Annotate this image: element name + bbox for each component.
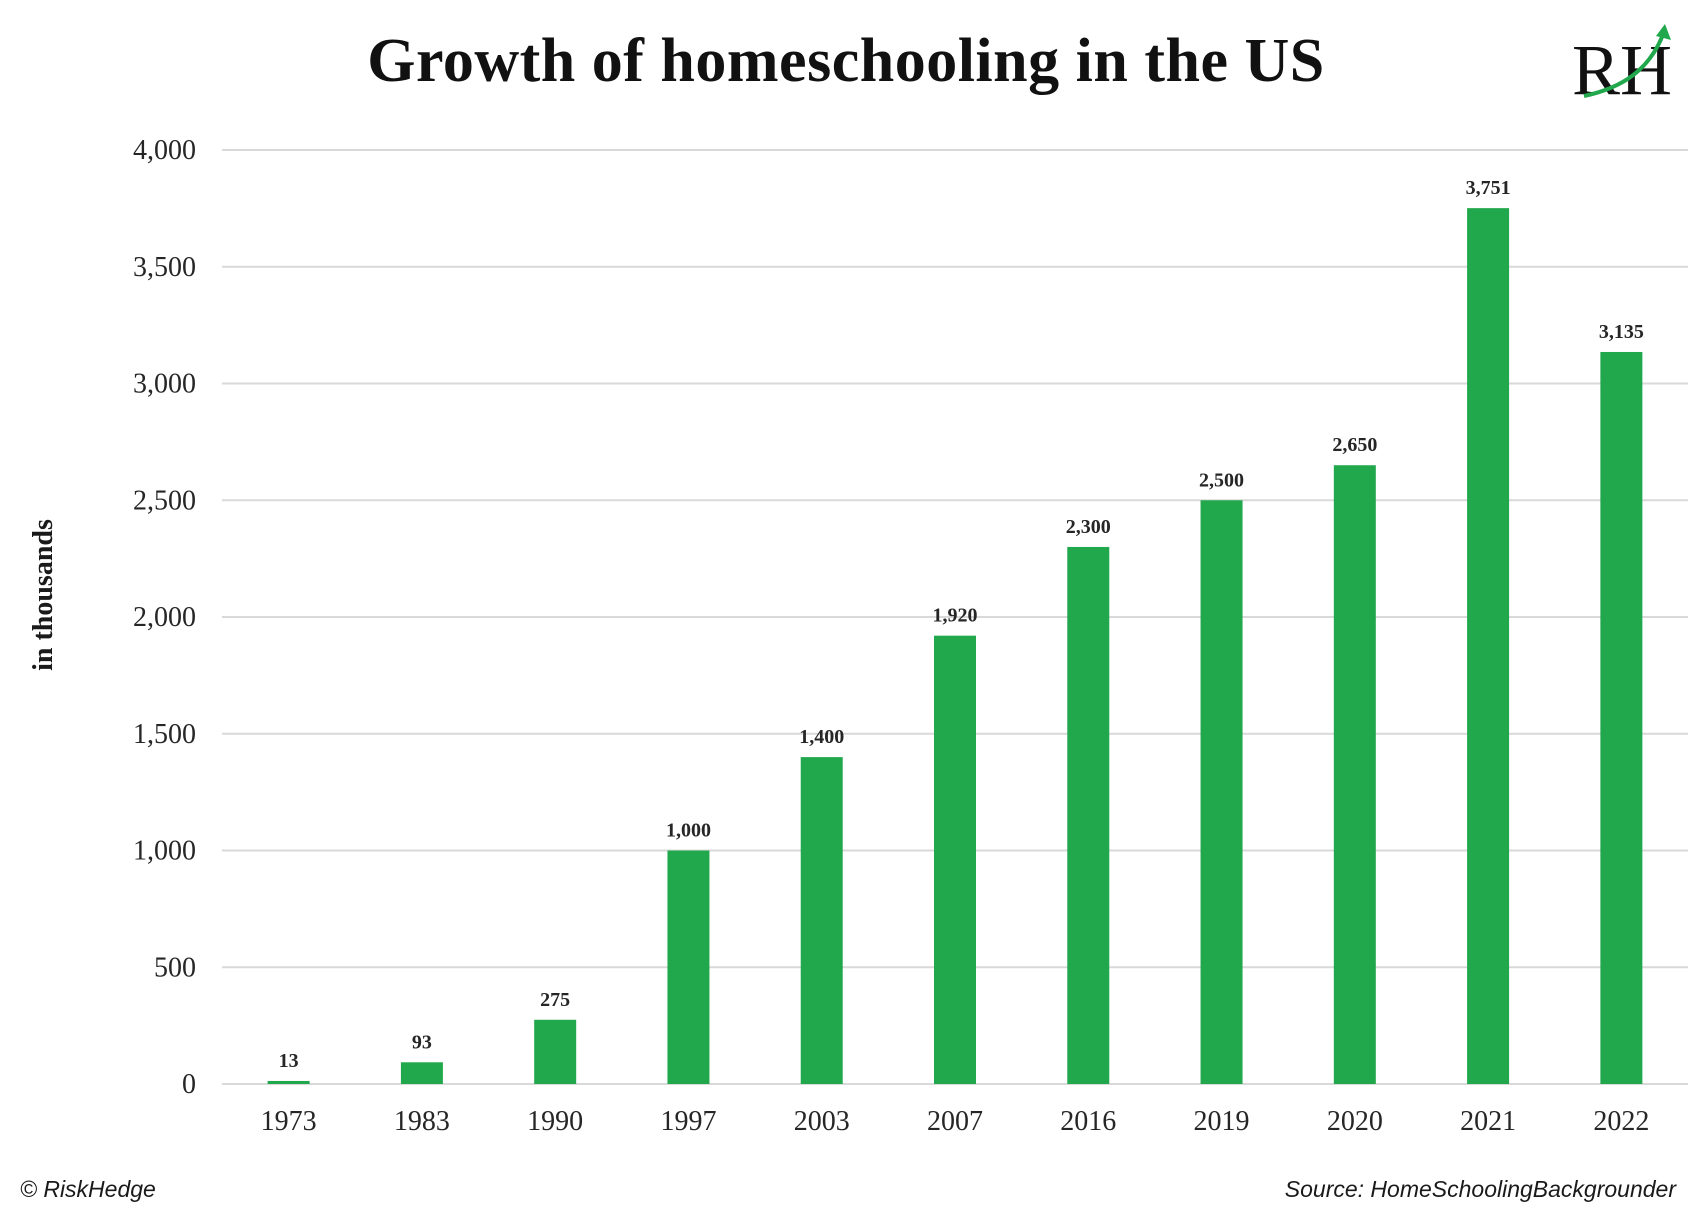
- chart-title: Growth of homeschooling in the US: [367, 27, 1325, 95]
- bar-1997: [667, 850, 710, 1084]
- bar-2019: [1200, 500, 1243, 1084]
- logo-arrowhead-icon: [1656, 24, 1671, 40]
- x-tick-label: 2019: [1194, 1106, 1250, 1137]
- y-tick-label: 3,000: [133, 369, 196, 400]
- x-tick-label: 1997: [660, 1106, 716, 1137]
- y-tick-label: 2,000: [133, 602, 196, 633]
- data-label: 3,751: [1466, 177, 1511, 199]
- bar-1990: [534, 1019, 577, 1084]
- y-tick-label: 2,500: [133, 485, 196, 516]
- bar-1973: [267, 1080, 310, 1084]
- data-label: 1,920: [933, 605, 978, 627]
- riskhedge-logo: RH: [1572, 24, 1672, 104]
- data-label: 93: [412, 1031, 432, 1053]
- data-label: 3,135: [1599, 321, 1644, 343]
- bar-2022: [1600, 351, 1643, 1084]
- bars: [267, 208, 1643, 1085]
- x-tick-label: 2016: [1060, 1106, 1116, 1137]
- data-label: 275: [540, 989, 570, 1011]
- data-label: 1,000: [666, 820, 711, 842]
- x-tick-label: 1973: [261, 1106, 317, 1137]
- data-label: 1,400: [799, 726, 844, 748]
- data-label: 2,500: [1199, 469, 1244, 491]
- bar-2016: [1067, 546, 1110, 1084]
- gridlines: [222, 149, 1688, 1085]
- y-axis-ticks: 0 500 1,000 1,500 2,000 2,500 3,000 3,500 4,000: [133, 135, 196, 1100]
- x-tick-label: 1983: [394, 1106, 450, 1137]
- data-labels: 13 93 275 1,000 1,400 1,920 2,300 2,500 2,650 3,7…: [279, 177, 1644, 1072]
- data-label: 2,300: [1066, 516, 1111, 538]
- source-note: Source: HomeSchoolingBackgrounder: [1284, 1176, 1676, 1202]
- x-tick-label: 2022: [1593, 1106, 1649, 1137]
- x-tick-label: 2021: [1460, 1106, 1516, 1137]
- bar-2003: [800, 757, 843, 1084]
- y-tick-label: 1,000: [133, 836, 196, 867]
- y-tick-label: 0: [182, 1069, 196, 1100]
- y-tick-label: 1,500: [133, 719, 196, 750]
- x-axis-ticks: 1973 1983 1990 1997 2003 2007 2016 2019 2020 2021…: [261, 1106, 1650, 1137]
- bar-2007: [934, 635, 976, 1084]
- logo-arrow-icon: [1583, 31, 1666, 98]
- x-tick-label: 2007: [927, 1106, 983, 1137]
- copyright-note: © RiskHedge: [20, 1176, 156, 1202]
- x-tick-label: 2020: [1327, 1106, 1383, 1137]
- data-label: 13: [279, 1050, 299, 1072]
- data-label: 2,650: [1332, 434, 1377, 456]
- bar-2021: [1467, 208, 1510, 1085]
- logo-text: RH: [1572, 30, 1672, 104]
- y-tick-label: 500: [154, 952, 196, 983]
- bar-1983: [400, 1062, 443, 1084]
- x-tick-label: 1990: [527, 1106, 583, 1137]
- y-tick-label: 3,500: [133, 252, 196, 283]
- bar-2020: [1333, 465, 1376, 1085]
- y-tick-label: 4,000: [133, 135, 196, 166]
- x-tick-label: 2003: [794, 1106, 850, 1137]
